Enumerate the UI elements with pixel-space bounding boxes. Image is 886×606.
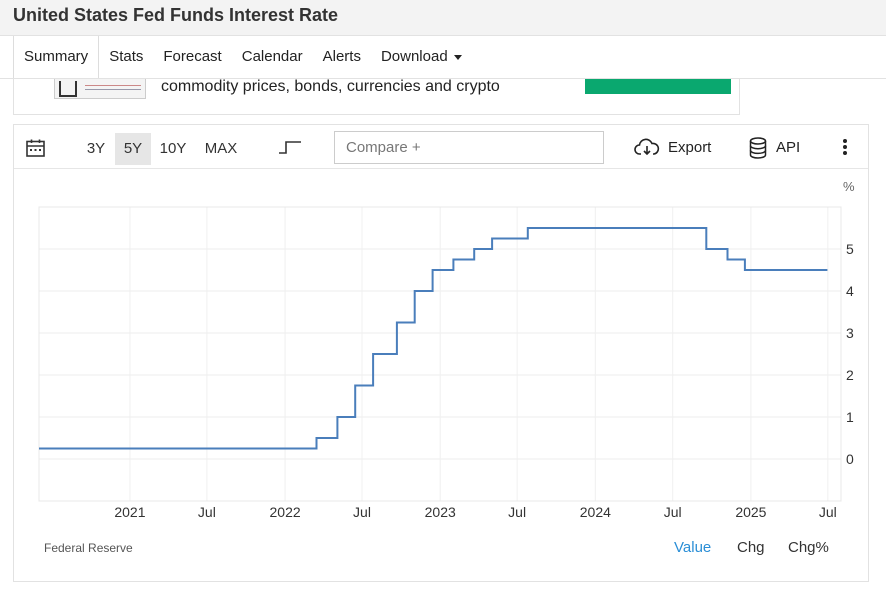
promo-banner[interactable]: commodity prices, bonds, currencies and … bbox=[13, 79, 740, 115]
tab-forecast[interactable]: Forecast bbox=[163, 48, 222, 65]
mode-value-button[interactable]: Value bbox=[674, 539, 712, 556]
tabs-divider bbox=[0, 78, 886, 79]
range-max-button[interactable]: MAX bbox=[204, 140, 238, 157]
api-button[interactable]: API bbox=[749, 137, 809, 159]
caret-down-icon bbox=[453, 54, 462, 60]
x-axis: 2021 Jul 2022 Jul 2023 Jul 2024 Jul 2025 Jul bbox=[114, 504, 836, 520]
y-axis: 0 1 2 3 4 5 bbox=[846, 241, 854, 467]
mode-chg-button[interactable]: Chg bbox=[737, 539, 765, 556]
x-tick-label: Jul bbox=[198, 504, 216, 520]
tab-alerts[interactable]: Alerts bbox=[322, 48, 361, 65]
api-label: API bbox=[776, 139, 801, 156]
data-source: Federal Reserve bbox=[44, 541, 133, 555]
cloud-download-icon bbox=[634, 138, 660, 156]
series-line[interactable] bbox=[39, 227, 828, 450]
x-tick-label: 2023 bbox=[425, 504, 456, 520]
mode-chg-pct-button[interactable]: Chg% bbox=[788, 539, 829, 556]
tab-bar: Summary Stats Forecast Calendar Alerts D… bbox=[13, 35, 472, 79]
promo-text: commodity prices, bonds, currencies and … bbox=[161, 79, 500, 95]
export-button[interactable]: Export bbox=[634, 137, 714, 159]
y-tick-label: 3 bbox=[846, 325, 854, 341]
chart-card: 3Y 5Y 10Y MAX Compare + Export API bbox=[13, 124, 869, 582]
y-axis-unit: % bbox=[843, 179, 855, 194]
x-tick-label: 2024 bbox=[580, 504, 611, 520]
x-tick-label: Jul bbox=[664, 504, 682, 520]
x-tick-label: 2025 bbox=[735, 504, 766, 520]
chart-grid bbox=[39, 207, 841, 501]
y-tick-label: 0 bbox=[846, 451, 854, 467]
plot-area bbox=[38, 206, 842, 502]
more-vertical-icon[interactable] bbox=[840, 139, 850, 157]
database-icon bbox=[749, 137, 767, 159]
chart-toolbar: 3Y 5Y 10Y MAX Compare + Export API bbox=[14, 125, 868, 169]
y-tick-label: 1 bbox=[846, 409, 854, 425]
range-5y-button[interactable]: 5Y bbox=[115, 133, 151, 165]
y-tick-label: 2 bbox=[846, 367, 854, 383]
promo-button[interactable] bbox=[585, 79, 731, 94]
x-tick-label: 2022 bbox=[270, 504, 301, 520]
promo-thumbnail bbox=[54, 79, 146, 99]
tab-summary[interactable]: Summary bbox=[13, 35, 100, 79]
tab-stats[interactable]: Stats bbox=[109, 48, 144, 65]
tab-download-label: Download bbox=[380, 48, 448, 65]
fed-funds-chart: 2021 Jul 2022 Jul 2023 Jul 2024 Jul 2025 Jul 0 1 2 3… bbox=[38, 179, 855, 520]
export-label: Export bbox=[668, 139, 712, 156]
range-3y-button[interactable]: 3Y bbox=[86, 140, 106, 157]
range-10y-button[interactable]: 10Y bbox=[159, 140, 187, 157]
title-bar: United States Fed Funds Interest Rate bbox=[0, 0, 886, 36]
tab-calendar[interactable]: Calendar bbox=[241, 48, 303, 65]
page-title: United States Fed Funds Interest Rate bbox=[13, 5, 339, 25]
compare-input[interactable]: Compare + bbox=[334, 131, 604, 164]
y-tick-label: 4 bbox=[846, 283, 854, 299]
x-tick-label: 2021 bbox=[114, 504, 145, 520]
calendar-icon[interactable] bbox=[26, 139, 45, 157]
y-tick-label: 5 bbox=[846, 241, 854, 257]
x-tick-label: Jul bbox=[819, 504, 837, 520]
x-tick-label: Jul bbox=[353, 504, 371, 520]
step-chart-icon[interactable] bbox=[278, 139, 302, 155]
tab-download[interactable]: Download bbox=[371, 36, 472, 78]
x-tick-label: Jul bbox=[508, 504, 526, 520]
